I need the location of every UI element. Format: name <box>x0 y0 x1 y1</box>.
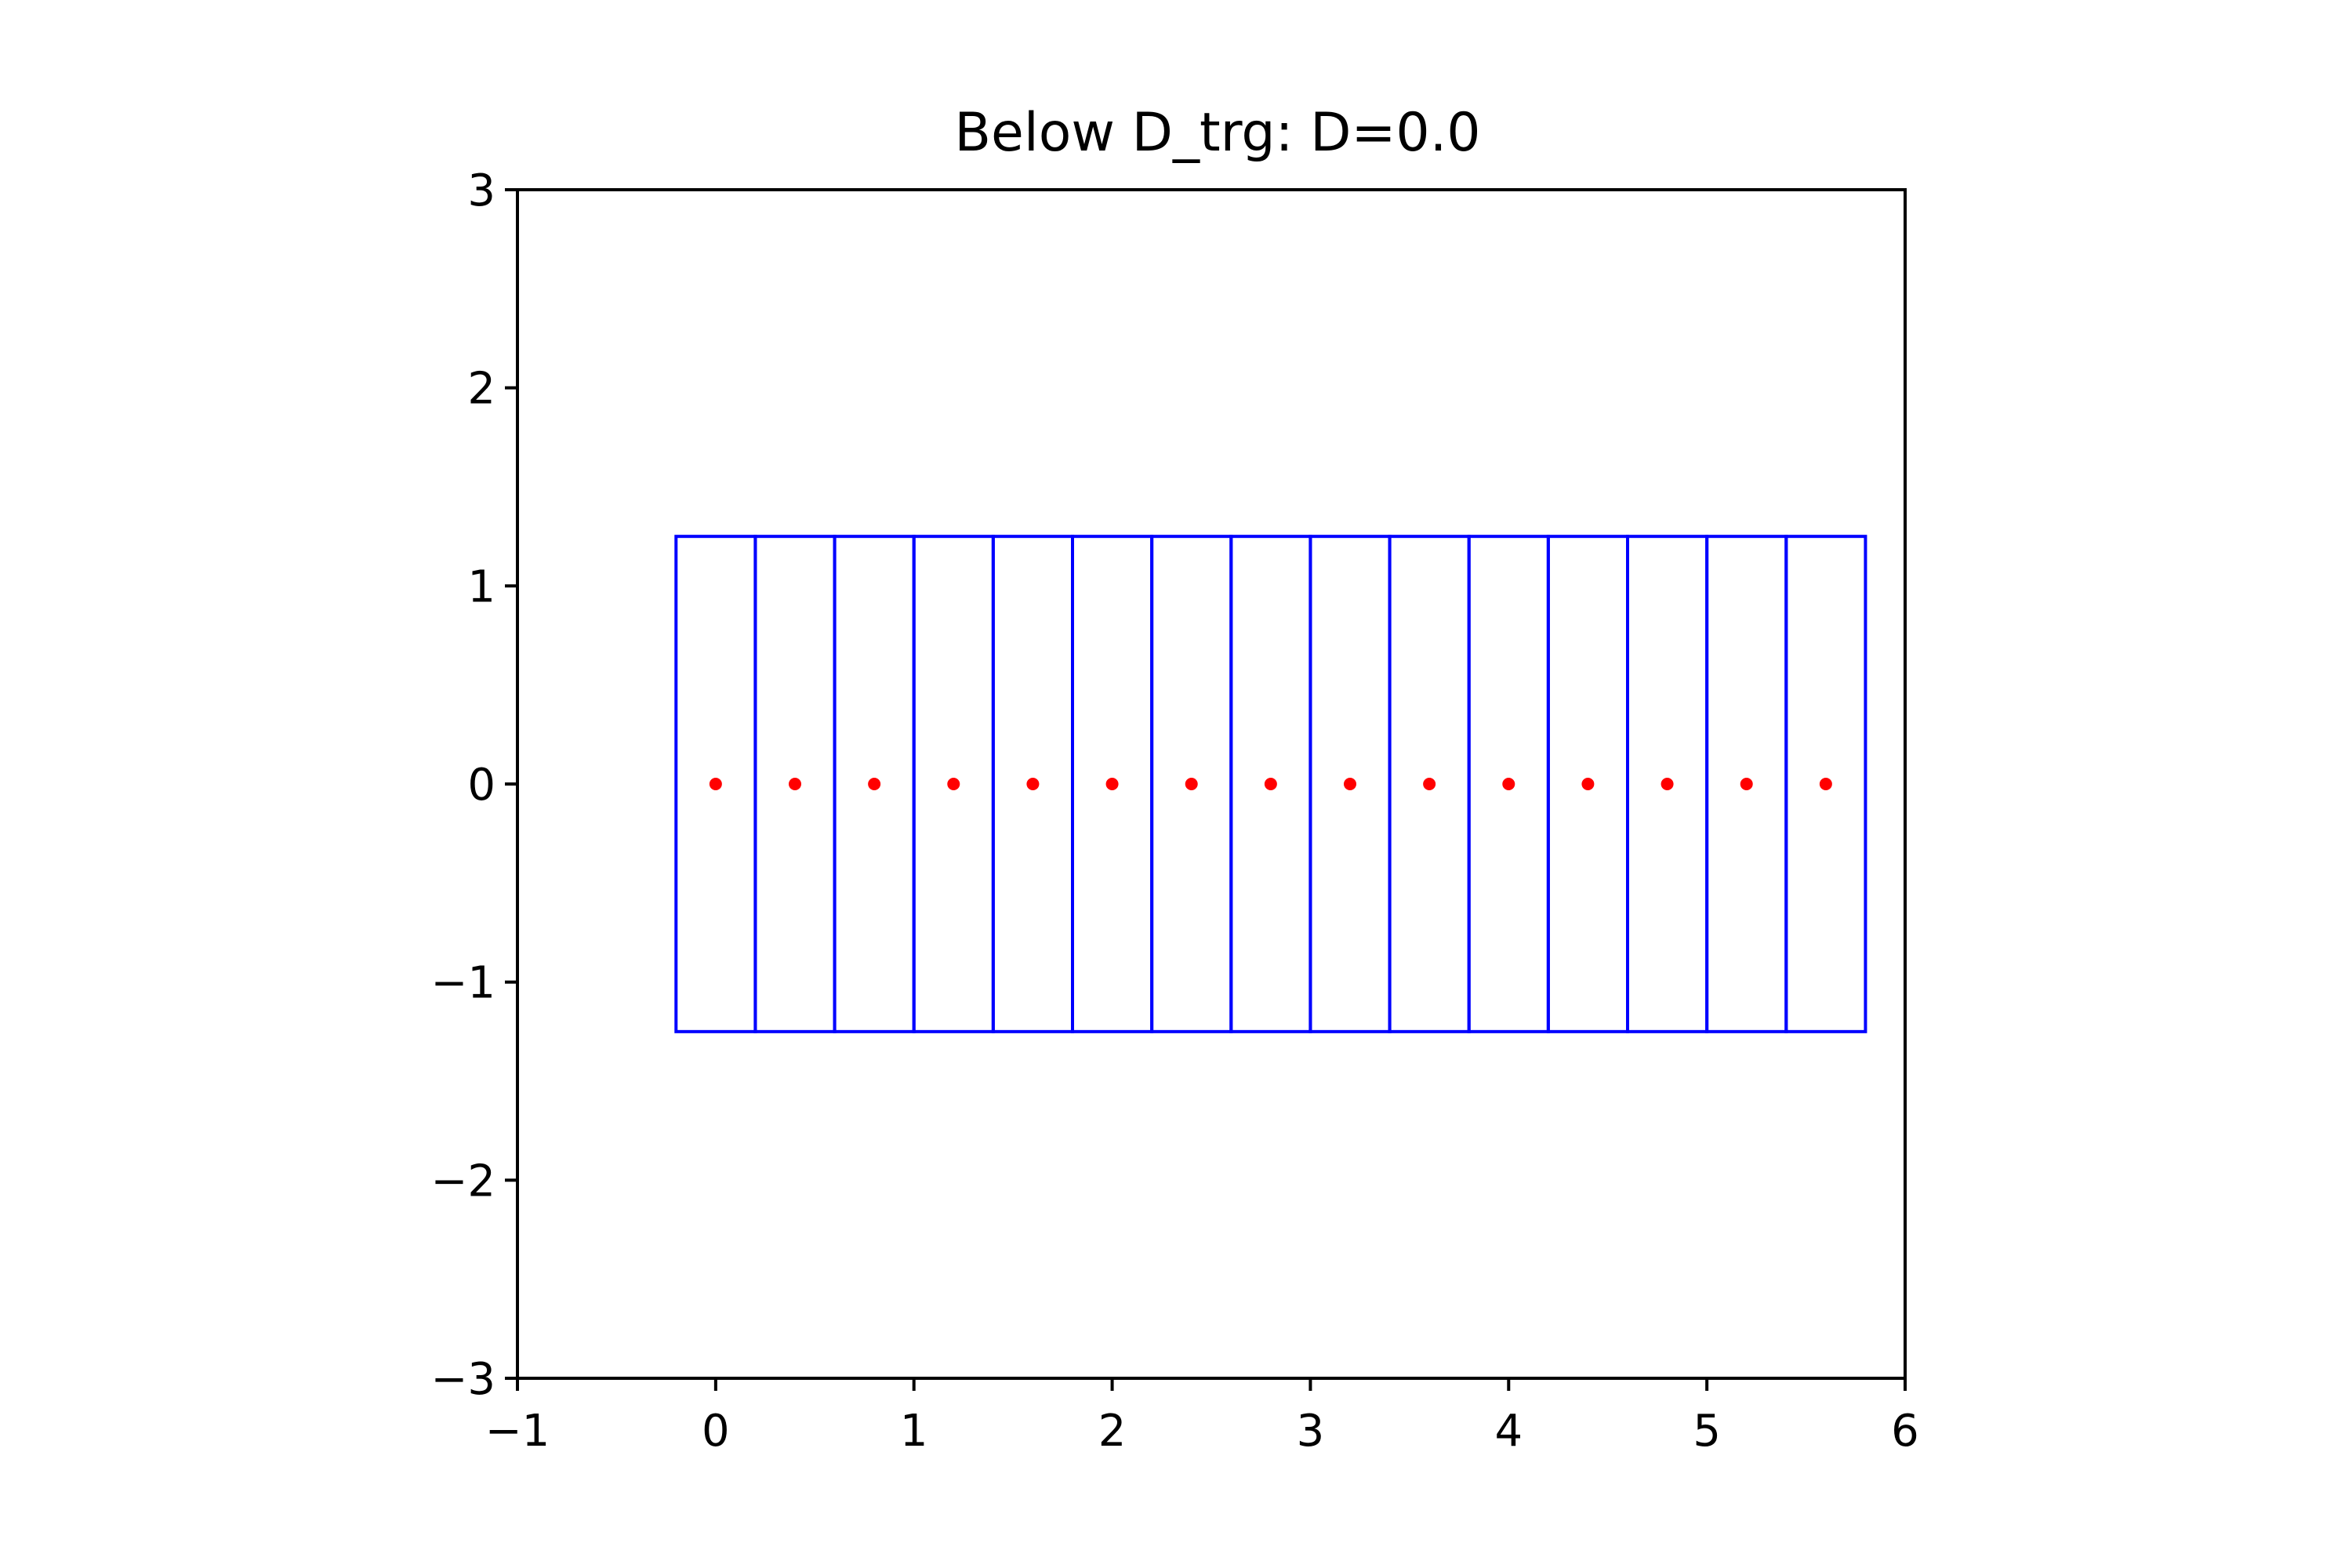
data-point-11 <box>1581 778 1595 790</box>
x-tick-label-2: 1 <box>900 1406 928 1457</box>
chart-title: Below D_trg: D=0.0 <box>954 102 1480 164</box>
data-point-6 <box>1185 778 1198 790</box>
data-points <box>709 778 1832 790</box>
data-point-5 <box>1105 778 1119 790</box>
data-point-9 <box>1423 778 1436 790</box>
y-tick-label-0: −3 <box>430 1354 495 1405</box>
data-point-3 <box>947 778 960 790</box>
data-point-0 <box>709 778 722 790</box>
x-tick-label-1: 0 <box>702 1406 730 1457</box>
x-tick-label-7: 6 <box>1891 1406 1919 1457</box>
data-point-2 <box>868 778 881 790</box>
data-point-1 <box>789 778 801 790</box>
y-tick-label-4: 1 <box>467 561 495 612</box>
data-point-14 <box>1819 778 1832 790</box>
y-tick-label-1: −2 <box>430 1156 495 1207</box>
y-tick-label-3: 0 <box>467 760 495 811</box>
x-tick-label-4: 3 <box>1297 1406 1325 1457</box>
x-tick-label-3: 2 <box>1098 1406 1127 1457</box>
data-point-13 <box>1740 778 1753 790</box>
y-tick-label-5: 2 <box>467 364 495 415</box>
x-axis: −1 0 1 2 3 4 5 6 <box>485 1378 1919 1457</box>
data-point-12 <box>1661 778 1674 790</box>
cell-grid <box>674 535 1867 1033</box>
x-tick-label-0: −1 <box>485 1406 550 1457</box>
y-axis: −3 −2 −1 0 1 2 3 <box>430 165 517 1405</box>
data-point-8 <box>1344 778 1356 790</box>
x-tick-label-5: 4 <box>1494 1406 1523 1457</box>
data-point-10 <box>1502 778 1515 790</box>
y-tick-label-2: −1 <box>430 958 495 1009</box>
x-tick-label-6: 5 <box>1693 1406 1721 1457</box>
data-point-7 <box>1264 778 1277 790</box>
plot-frame <box>516 188 1907 1380</box>
cell-14 <box>1784 535 1867 1033</box>
y-tick-label-6: 3 <box>467 165 495 216</box>
data-point-4 <box>1026 778 1040 790</box>
